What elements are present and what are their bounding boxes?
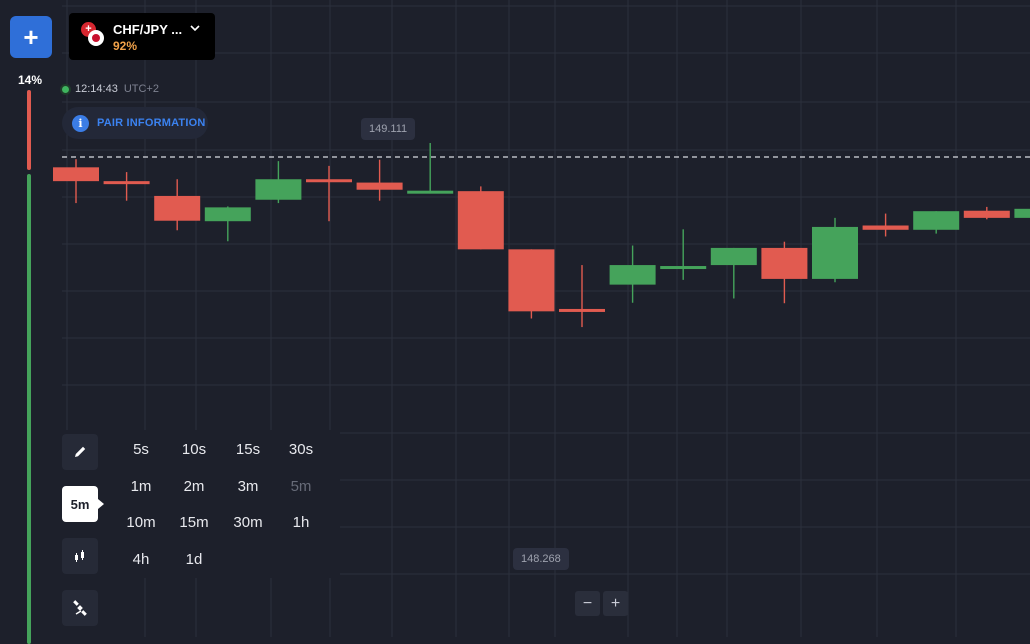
candle bbox=[559, 265, 605, 328]
online-status-icon bbox=[62, 85, 69, 93]
candles bbox=[53, 143, 1030, 328]
timeframe-option[interactable]: 15m bbox=[179, 513, 209, 531]
timeframe-option[interactable]: 3m bbox=[237, 477, 259, 495]
candle bbox=[53, 159, 99, 204]
zoom-out-button[interactable]: − bbox=[575, 591, 600, 616]
candle-body bbox=[913, 211, 960, 230]
pencil-icon bbox=[75, 446, 86, 457]
low-price-tag: 148.268 bbox=[513, 548, 569, 570]
high-price-tag: 149.111 bbox=[361, 118, 416, 140]
candle bbox=[204, 206, 251, 242]
info-icon: i bbox=[72, 114, 89, 132]
candle-body bbox=[1014, 208, 1030, 218]
timeframe-option[interactable]: 30s bbox=[288, 440, 314, 458]
candle-body bbox=[255, 179, 302, 200]
candle-body bbox=[306, 179, 352, 183]
clock-time: 12:14:43 bbox=[75, 83, 118, 95]
sentiment-down-bar bbox=[27, 90, 31, 170]
candle-body bbox=[761, 247, 808, 279]
indicators-button[interactable] bbox=[62, 590, 98, 626]
chart-type-button[interactable] bbox=[62, 538, 98, 574]
candle-body bbox=[559, 308, 605, 312]
candle bbox=[913, 211, 960, 234]
candle bbox=[1014, 208, 1030, 218]
candle bbox=[710, 247, 757, 299]
candle-body bbox=[710, 247, 757, 266]
candle-body bbox=[154, 195, 201, 221]
candle bbox=[609, 245, 656, 303]
clock-timezone: UTC+2 bbox=[123, 83, 159, 95]
timeframe-option[interactable]: 10m bbox=[126, 513, 156, 531]
candle-body bbox=[457, 191, 504, 250]
pair-flags: + bbox=[81, 22, 107, 48]
candle-body bbox=[963, 210, 1010, 218]
sentiment-percent: 14% bbox=[17, 73, 43, 87]
timeframe-option[interactable]: 15s bbox=[235, 440, 261, 458]
asset-payout: 92% bbox=[113, 39, 138, 53]
candle-body bbox=[407, 190, 454, 194]
candle bbox=[255, 161, 302, 204]
candle-body bbox=[609, 265, 656, 285]
zoom-in-button[interactable]: + bbox=[603, 591, 628, 616]
candle bbox=[963, 206, 1010, 220]
timeframe-option[interactable]: 5s bbox=[133, 440, 149, 458]
candle bbox=[812, 217, 858, 283]
asset-selector[interactable]: + CHF/JPY ... 92% bbox=[69, 13, 215, 60]
japan-flag-icon bbox=[88, 30, 104, 46]
candle bbox=[154, 179, 201, 231]
timeframe-option[interactable]: 2m bbox=[183, 477, 205, 495]
timeframe-option[interactable]: 30m bbox=[233, 513, 263, 531]
candle bbox=[862, 213, 909, 237]
candle bbox=[660, 229, 707, 280]
timeframe-panel: 5s 10s 15s 30s 1m 2m 3m 5m 10m 15m 30m 1… bbox=[104, 430, 340, 578]
add-chart-button[interactable]: + bbox=[10, 16, 52, 58]
candle-body bbox=[508, 249, 555, 312]
drawing-tool-button[interactable] bbox=[62, 434, 98, 470]
candlestick-chart-icon bbox=[75, 550, 84, 562]
candle-body bbox=[862, 225, 909, 230]
timeframe-button[interactable]: 5m bbox=[62, 486, 104, 522]
candle-body bbox=[53, 167, 99, 182]
candle bbox=[103, 172, 150, 201]
sentiment-up-bar bbox=[27, 174, 31, 644]
candle bbox=[356, 159, 403, 201]
candle-body bbox=[103, 181, 150, 185]
timeframe-option[interactable]: 10s bbox=[181, 440, 207, 458]
candle-body bbox=[204, 207, 251, 222]
candle bbox=[457, 186, 504, 250]
timeframe-option[interactable]: 1h bbox=[292, 513, 310, 531]
satellite-icon bbox=[73, 600, 87, 616]
timeframe-option[interactable]: 1m bbox=[130, 477, 152, 495]
chevron-down-icon bbox=[190, 25, 200, 32]
candle-body bbox=[812, 226, 858, 279]
candle-body bbox=[660, 266, 707, 270]
candle bbox=[508, 249, 555, 319]
timeframe-option[interactable]: 1d bbox=[185, 550, 203, 568]
candle bbox=[761, 241, 808, 304]
candle bbox=[306, 165, 352, 222]
pair-information-label: PAIR INFORMATION bbox=[97, 117, 206, 129]
candle bbox=[407, 143, 454, 194]
server-clock: 12:14:43 UTC+2 bbox=[62, 83, 159, 95]
candle-body bbox=[356, 182, 403, 190]
timeframe-option[interactable]: 4h bbox=[132, 550, 150, 568]
chart-tools: 5m bbox=[58, 430, 104, 637]
chart-grid bbox=[62, 0, 1030, 637]
timeframe-option-selected: 5m bbox=[290, 477, 312, 495]
pair-information-button[interactable]: i PAIR INFORMATION bbox=[62, 107, 208, 139]
asset-name: CHF/JPY ... bbox=[113, 22, 183, 37]
